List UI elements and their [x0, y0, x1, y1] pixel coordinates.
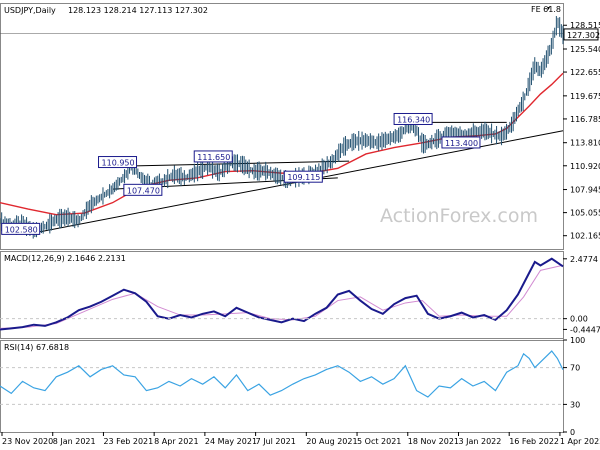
x-axis-label: 8 Apr 2021: [154, 437, 198, 446]
price-level-box: [393, 112, 433, 125]
y-tick-label: 30: [570, 400, 580, 409]
chevron-down-icon: [547, 7, 550, 10]
price-level-label: 110.950: [102, 159, 135, 168]
y-tick-label: 2.4774: [570, 255, 598, 264]
panel-border: [0, 251, 564, 339]
price-level-label: 102.580: [5, 225, 38, 234]
price-level-label: 116.340: [397, 115, 430, 124]
y-tick-label: 100: [570, 336, 585, 345]
y-tick-label: 119.675: [570, 92, 600, 101]
x-axis-label: 23 Nov 2020: [2, 437, 53, 446]
y-tick-label: 113.810: [570, 139, 600, 148]
y-tick-label: 70: [570, 364, 580, 373]
y-tick-label: 105.055: [570, 209, 600, 218]
y-tick-label: 110.920: [570, 162, 600, 171]
x-axis-label: 18 Nov 2021: [408, 437, 459, 446]
y-tick-label: 0.00: [570, 315, 588, 324]
y-tick-label: 102.165: [570, 232, 600, 241]
y-tick-label: 122.655: [570, 68, 600, 77]
x-axis-label: 1 Apr 2022: [560, 437, 600, 446]
x-axis-label: 7 Jul 2021: [256, 437, 296, 446]
x-axis-label: 16 Feb 2022: [509, 437, 559, 446]
x-axis-label: 23 Feb 2021: [103, 437, 153, 446]
price-level-label: 107.470: [127, 186, 160, 195]
price-level-box: [441, 136, 481, 149]
ohlc-values: 128.123 128.214 127.113 127.302: [68, 6, 208, 15]
last-price-label: 127.302: [567, 31, 600, 40]
rsi-line: [0, 350, 564, 398]
x-axis-label: 20 Aug 2021: [306, 437, 357, 446]
x-axis-label: 5 Oct 2021: [357, 437, 401, 446]
y-tick-label: 128.515: [570, 21, 600, 30]
y-tick-label: -0.4447: [570, 325, 600, 334]
fib-extension-label: FE 61.8: [531, 5, 561, 14]
watermark-text: ActionForex.com: [380, 205, 538, 227]
panel-title: RSI(14) 67.6818: [4, 343, 69, 352]
macd-line: [0, 257, 564, 331]
panel-border: [0, 3, 564, 250]
y-tick-label: 107.945: [570, 186, 600, 195]
y-tick-label: 125.540: [570, 45, 600, 54]
x-axis-label: 8 Jan 2021: [53, 437, 96, 446]
last-price-box: [563, 28, 599, 41]
price-level-box: [123, 183, 163, 196]
price-level-label: 113.400: [445, 139, 478, 148]
x-axis-label: 3 Jan 2022: [458, 437, 501, 446]
y-tick-label: 116.785: [570, 115, 600, 124]
price-level-label: 111.650: [197, 153, 230, 162]
price-level-box: [193, 150, 233, 163]
panel-title: USDJPY,Daily: [4, 6, 56, 15]
price-level-box: [1, 222, 41, 235]
sma-line: [0, 72, 564, 216]
panel-title: MACD(12,26,9) 2.1646 2.2131: [4, 254, 126, 263]
price-level-box: [283, 170, 323, 183]
panel-border: [0, 340, 564, 433]
x-axis-label: 24 May 2021: [205, 437, 257, 446]
y-tick-label: 0: [570, 428, 575, 437]
price-level-label: 109.115: [287, 173, 320, 182]
price-level-box: [98, 156, 138, 169]
